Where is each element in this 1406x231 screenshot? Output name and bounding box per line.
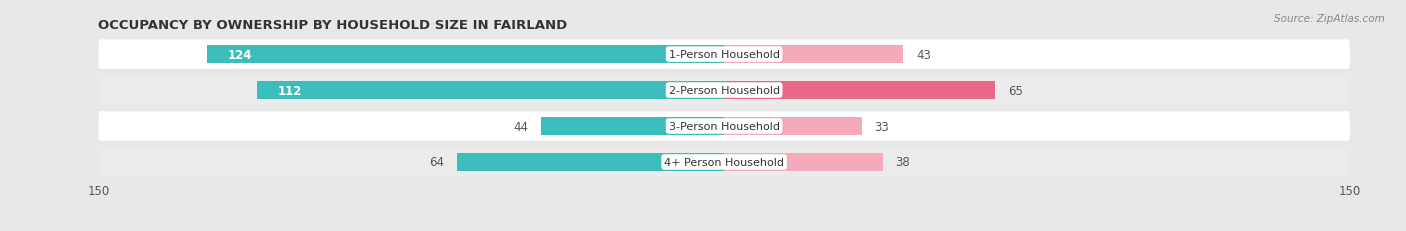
- FancyBboxPatch shape: [98, 112, 1350, 141]
- FancyBboxPatch shape: [98, 76, 1350, 105]
- Text: 112: 112: [278, 84, 302, 97]
- Text: 2-Person Household: 2-Person Household: [668, 86, 780, 96]
- Bar: [724, 117, 862, 136]
- Bar: [724, 153, 883, 172]
- Text: 3-Person Household: 3-Person Household: [669, 122, 779, 131]
- Text: Source: ZipAtlas.com: Source: ZipAtlas.com: [1274, 14, 1385, 24]
- Text: OCCUPANCY BY OWNERSHIP BY HOUSEHOLD SIZE IN FAIRLAND: OCCUPANCY BY OWNERSHIP BY HOUSEHOLD SIZE…: [98, 19, 568, 32]
- Text: 124: 124: [228, 48, 252, 61]
- Text: 38: 38: [896, 156, 910, 169]
- Text: 43: 43: [915, 48, 931, 61]
- Bar: [457, 153, 724, 172]
- Bar: [257, 81, 724, 100]
- Bar: [540, 117, 724, 136]
- FancyBboxPatch shape: [98, 40, 1350, 70]
- Text: 44: 44: [513, 120, 529, 133]
- Text: 4+ Person Household: 4+ Person Household: [664, 157, 785, 167]
- Text: 64: 64: [430, 156, 444, 169]
- Text: 65: 65: [1008, 84, 1022, 97]
- Bar: [207, 46, 724, 64]
- FancyBboxPatch shape: [98, 148, 1350, 177]
- Text: 33: 33: [875, 120, 889, 133]
- Text: 1-Person Household: 1-Person Household: [669, 50, 779, 60]
- Bar: [724, 81, 995, 100]
- Bar: [724, 46, 904, 64]
